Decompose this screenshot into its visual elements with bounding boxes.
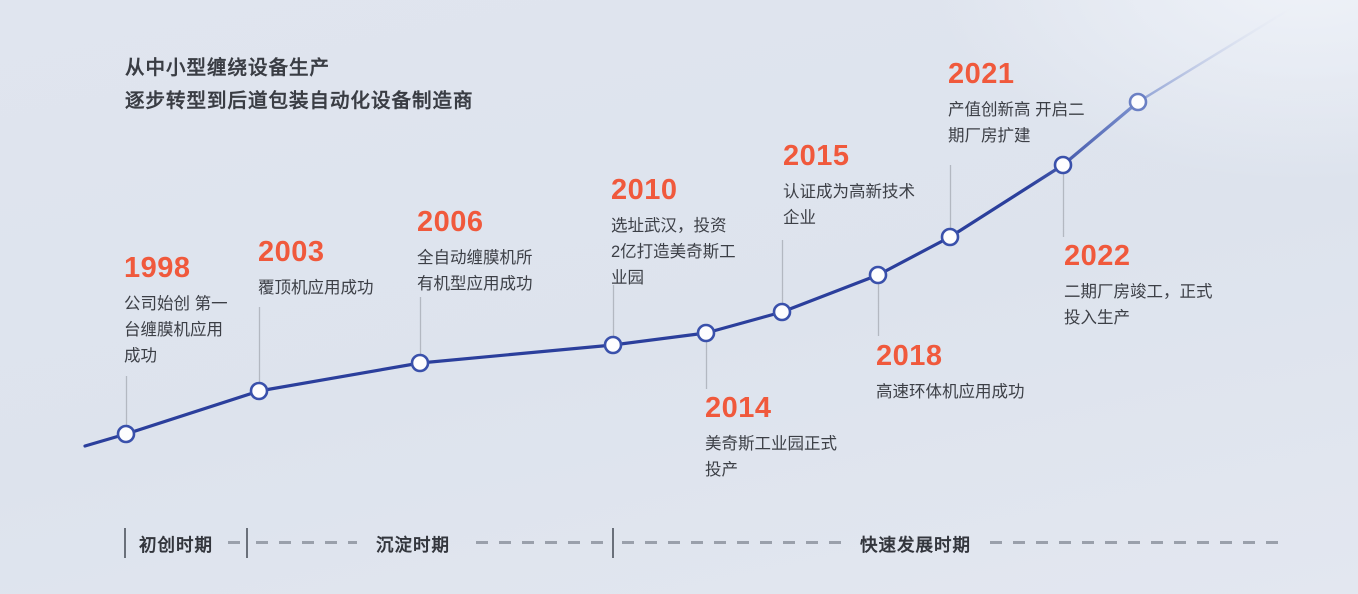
milestone-year: 2006 (417, 206, 484, 238)
phase-dash-run (256, 541, 357, 544)
milestone-year: 2014 (705, 392, 772, 424)
point-2003 (249, 381, 269, 401)
intro-title-line-2: 逐步转型到后道包装自动化设备制造商 (125, 90, 474, 112)
milestone-desc: 公司始创 第一 台缠膜机应用 成功 (124, 291, 228, 369)
milestone-year: 2022 (1064, 240, 1131, 272)
phase-label-accumulation: 沉淀时期 (376, 535, 450, 555)
point-2006 (410, 353, 430, 373)
milestone-desc-line: 有机型应用成功 (417, 275, 533, 293)
milestone-points (116, 92, 1148, 444)
milestone-desc-line: 产值创新高 开启二 (948, 101, 1085, 119)
milestone-desc-line: 业园 (611, 269, 644, 287)
phase-label-startup: 初创时期 (139, 535, 213, 555)
phase-dash-run (228, 541, 241, 544)
milestone-2003: 2003 覆顶机应用成功 (258, 236, 374, 301)
phase-dash-run (476, 541, 606, 544)
milestone-2018: 2018 高速环体机应用成功 (876, 340, 1025, 405)
milestone-year: 2003 (258, 236, 325, 268)
milestone-desc-line: 台缠膜机应用 (124, 321, 223, 339)
point-2010 (603, 335, 623, 355)
phase-label-rapid-growth: 快速发展时期 (860, 535, 971, 555)
milestone-desc: 全自动缠膜机所 有机型应用成功 (417, 245, 533, 297)
milestone-2010: 2010 选址武汉，投资 2亿打造美奇斯工 业园 (611, 174, 736, 291)
milestone-desc-line: 企业 (783, 209, 816, 227)
milestone-1998: 1998 公司始创 第一 台缠膜机应用 成功 (124, 252, 228, 369)
milestone-desc-line: 投入生产 (1064, 309, 1130, 327)
intro-title: 从中小型缠绕设备生产 逐步转型到后道包装自动化设备制造商 (125, 52, 474, 118)
phase-tick-start (124, 528, 126, 558)
milestone-desc: 二期厂房竣工，正式 投入生产 (1064, 279, 1213, 331)
growth-curve-fade-tail (1136, 2, 1300, 104)
phase-tick-3 (612, 528, 614, 558)
milestone-desc: 高速环体机应用成功 (876, 379, 1025, 405)
milestone-2021: 2021 产值创新高 开启二 期厂房扩建 (948, 58, 1085, 149)
milestone-desc-line: 认证成为高新技术 (783, 183, 915, 201)
milestone-2015: 2015 认证成为高新技术 企业 (783, 140, 915, 231)
milestone-year: 1998 (124, 252, 191, 284)
milestone-desc-line: 高速环体机应用成功 (876, 383, 1025, 401)
milestone-desc: 覆顶机应用成功 (258, 275, 374, 301)
milestone-desc-line: 公司始创 第一 (124, 295, 228, 313)
milestone-desc: 认证成为高新技术 企业 (783, 179, 915, 231)
phase-dash-run (622, 541, 850, 544)
milestone-2006: 2006 全自动缠膜机所 有机型应用成功 (417, 206, 533, 297)
milestone-desc-line: 选址武汉，投资 (611, 217, 727, 235)
point-1998 (116, 424, 136, 444)
milestone-desc-line: 美奇斯工业园正式 (705, 435, 837, 453)
milestone-desc: 产值创新高 开启二 期厂房扩建 (948, 97, 1085, 149)
milestone-desc-line: 成功 (124, 347, 157, 365)
point-2021 (940, 227, 960, 247)
milestone-year: 2010 (611, 174, 678, 206)
point-2015 (772, 302, 792, 322)
milestone-desc-line: 二期厂房竣工，正式 (1064, 283, 1213, 301)
point-2018 (868, 265, 888, 285)
point-2022 (1053, 155, 1073, 175)
milestone-year: 2018 (876, 340, 943, 372)
milestone-desc-line: 全自动缠膜机所 (417, 249, 533, 267)
milestone-desc: 选址武汉，投资 2亿打造美奇斯工 业园 (611, 213, 736, 291)
milestone-year: 2015 (783, 140, 850, 172)
point-end (1128, 92, 1148, 112)
milestone-desc: 美奇斯工业园正式 投产 (705, 431, 837, 483)
connector-lines (125, 165, 1065, 425)
point-2014 (696, 323, 716, 343)
milestone-desc-line: 投产 (705, 461, 738, 479)
milestone-2022: 2022 二期厂房竣工，正式 投入生产 (1064, 240, 1213, 331)
milestone-desc-line: 2亿打造美奇斯工 (611, 243, 736, 261)
intro-title-line-1: 从中小型缠绕设备生产 (125, 57, 331, 79)
milestone-desc-line: 覆顶机应用成功 (258, 279, 374, 297)
phase-dash-run (990, 541, 1278, 544)
milestone-year: 2021 (948, 58, 1015, 90)
phase-tick-2 (246, 528, 248, 558)
milestone-desc-line: 期厂房扩建 (948, 127, 1031, 145)
milestone-2014: 2014 美奇斯工业园正式 投产 (705, 392, 837, 483)
